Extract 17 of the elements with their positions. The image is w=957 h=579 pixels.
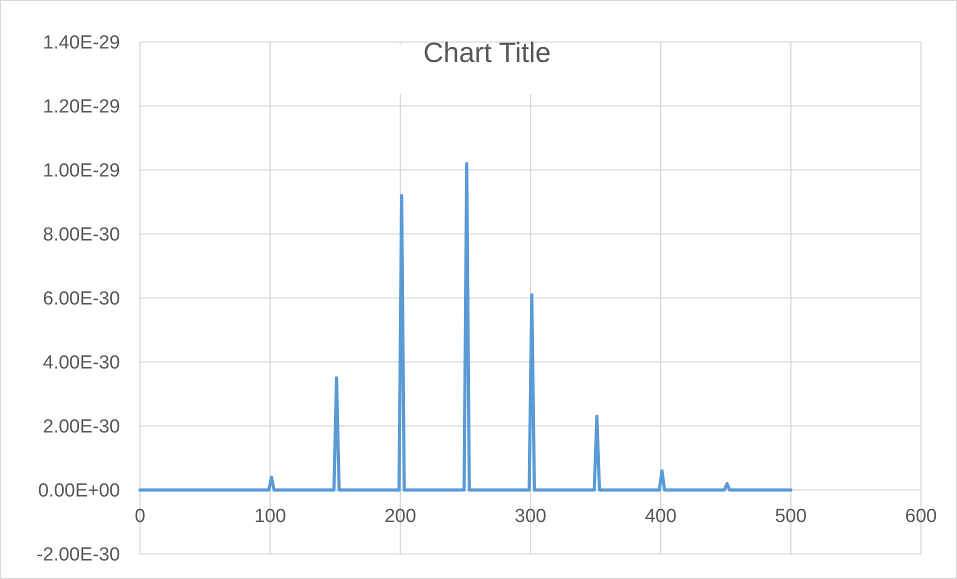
y-tick-label: 6.00E-30 xyxy=(42,288,120,310)
x-tick-label: 0 xyxy=(134,506,146,527)
x-tick-label: 200 xyxy=(384,506,416,527)
x-tick-label: 400 xyxy=(644,506,677,527)
x-tick-label: 100 xyxy=(254,506,286,527)
x-tick-label: 500 xyxy=(774,506,807,527)
y-tick-label: 1.20E-29 xyxy=(42,96,120,118)
y-tick-label: 8.00E-30 xyxy=(42,224,120,246)
y-tick-label: 2.00E-30 xyxy=(42,416,120,438)
y-tick-label: 4.00E-30 xyxy=(42,352,120,374)
x-tick-label: 600 xyxy=(905,506,937,527)
y-tick-label: 1.40E-29 xyxy=(42,32,120,54)
y-tick-label: 1.00E-29 xyxy=(42,160,120,182)
y-tick-label: -2.00E-30 xyxy=(36,544,120,566)
chart-title: Chart Title xyxy=(423,37,551,68)
x-tick-label: 300 xyxy=(514,506,546,527)
y-tick-label: 0.00E+00 xyxy=(38,480,120,502)
